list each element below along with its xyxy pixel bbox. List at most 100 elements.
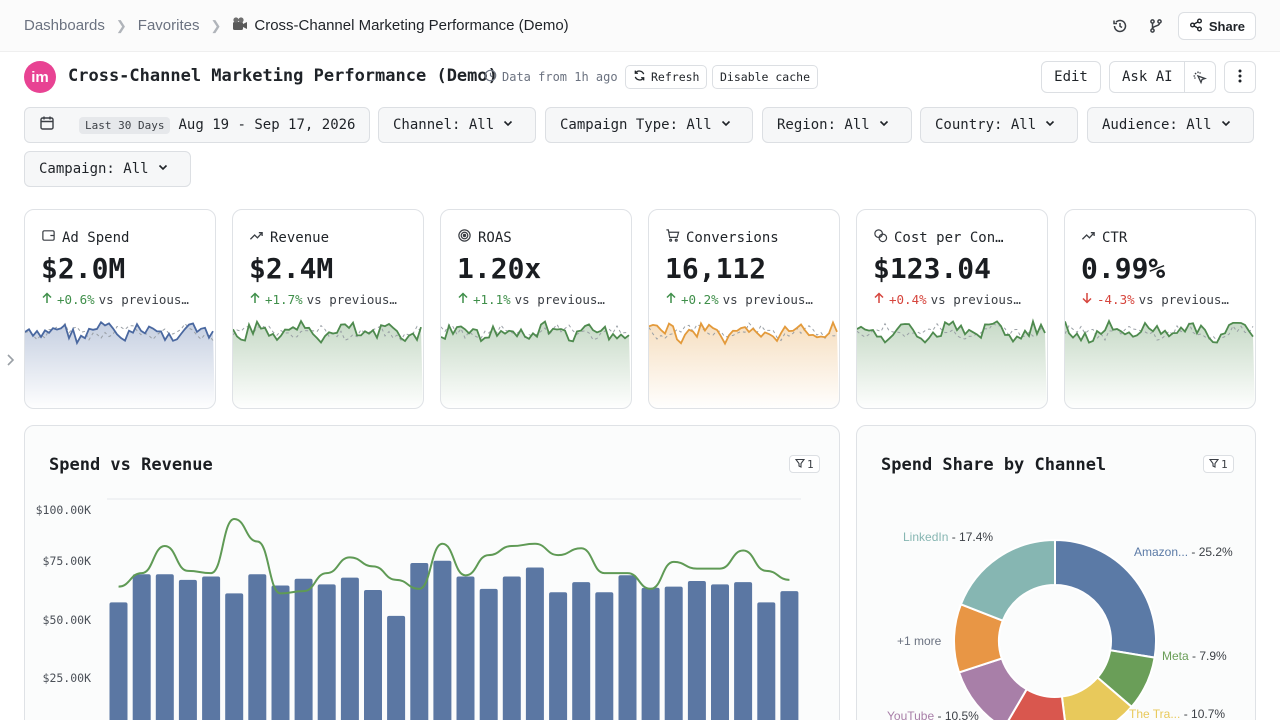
kpi-delta: +1.1% vs previous… xyxy=(457,292,605,307)
kpi-value: 0.99% xyxy=(1081,252,1166,285)
spend-bar xyxy=(202,576,221,720)
spend-bar xyxy=(757,602,776,720)
channel-filter[interactable]: Channel: All xyxy=(378,107,536,143)
region-filter[interactable]: Region: All xyxy=(762,107,912,143)
edit-button[interactable]: Edit xyxy=(1041,61,1101,93)
filter-icon xyxy=(794,458,806,471)
share-icon xyxy=(1189,18,1203,35)
arrow-up-icon xyxy=(249,292,261,307)
kpi-card[interactable]: ROAS 1.20x +1.1% vs previous… xyxy=(440,209,632,409)
kpi-delta: +0.4% vs previous… xyxy=(873,292,1021,307)
region-filter-label: Region: All xyxy=(777,117,870,133)
panel-filter-indicator[interactable]: 1 xyxy=(789,455,820,473)
kpi-value: $123.04 xyxy=(873,252,992,285)
more-options-button[interactable] xyxy=(1224,61,1256,93)
sparkline-area xyxy=(441,321,631,408)
disable-cache-button[interactable]: Disable cache xyxy=(712,65,819,89)
sparkline-previous xyxy=(25,322,214,341)
kpi-card[interactable]: Revenue $2.4M +1.7% vs previous… xyxy=(232,209,424,409)
revenue-line xyxy=(118,518,790,595)
sparkline-line xyxy=(1065,318,1254,344)
more-slices-label[interactable]: +1 more xyxy=(897,634,942,648)
kpi-header: CTR xyxy=(1081,228,1127,247)
panel-filter-indicator[interactable]: 1 xyxy=(1203,455,1234,473)
spend-bar xyxy=(294,578,313,720)
arrow-up-icon xyxy=(873,292,885,307)
sparkline-area xyxy=(25,322,215,408)
kpi-value: $2.0M xyxy=(41,252,126,285)
spend-bar xyxy=(711,584,729,720)
breadcrumb-dashboards[interactable]: Dashboards xyxy=(24,17,105,34)
spend-bar xyxy=(109,602,128,720)
kpi-label: CTR xyxy=(1102,229,1128,246)
campaign-type-filter[interactable]: Campaign Type: All xyxy=(545,107,753,143)
kpi-card[interactable]: Cost per Con… $123.04 +0.4% vs previous… xyxy=(856,209,1048,409)
branch-icon[interactable] xyxy=(1142,12,1170,40)
y-tick-label: $25.00K xyxy=(42,671,91,685)
kpi-delta: +1.7% vs previous… xyxy=(249,292,397,307)
kebab-menu-icon xyxy=(1238,69,1242,86)
kpi-sparkline xyxy=(1065,318,1255,408)
audience-filter[interactable]: Audience: All xyxy=(1087,107,1254,143)
kpi-delta: +0.6% vs previous… xyxy=(41,292,189,307)
ai-cursor-icon[interactable] xyxy=(1192,70,1208,90)
country-filter-label: Country: All xyxy=(935,117,1037,133)
sparkline-previous xyxy=(857,322,1046,340)
spend-bar xyxy=(410,563,429,720)
chevron-down-icon xyxy=(720,117,732,133)
slice-label: LinkedIn - 17.4% xyxy=(903,530,993,544)
donut-slice xyxy=(1054,538,1157,659)
ask-ai-button[interactable]: Ask AI xyxy=(1109,61,1216,93)
spend-bar xyxy=(317,584,336,720)
chevron-down-icon xyxy=(878,117,890,133)
spend-bar xyxy=(687,581,706,720)
panel-title: Spend vs Revenue xyxy=(49,455,213,475)
kpi-comparison-text: vs previous… xyxy=(1138,292,1229,307)
expand-sidebar-icon[interactable] xyxy=(5,352,17,373)
spend-bar xyxy=(364,590,382,720)
spend-vs-revenue-chart xyxy=(107,498,801,720)
chevron-down-icon xyxy=(157,161,169,177)
breadcrumb-favorites[interactable]: Favorites xyxy=(137,17,200,34)
refresh-button[interactable]: Refresh xyxy=(625,65,708,89)
calendar-icon xyxy=(39,115,55,135)
kpi-value: $2.4M xyxy=(249,252,334,285)
campaign-filter[interactable]: Campaign: All xyxy=(24,151,191,187)
spend-vs-revenue-panel: Spend vs Revenue 1 $100.00K $75.00K $50.… xyxy=(24,425,840,720)
page-title: Cross-Channel Marketing Performance (Dem… xyxy=(68,66,498,86)
top-bar: Dashboards ❯ Favorites ❯ Cross-Channel M… xyxy=(0,0,1280,52)
spend-bar xyxy=(456,576,475,720)
sparkline-area xyxy=(649,322,839,408)
filter-count: 1 xyxy=(807,457,814,471)
kpi-card[interactable]: CTR 0.99% -4.3% vs previous… xyxy=(1064,209,1256,409)
spend-share-panel: Spend Share by Channel 1 Amazon... - 25.… xyxy=(856,425,1256,720)
kpi-comparison-text: vs previous… xyxy=(930,292,1021,307)
spend-bar xyxy=(664,586,683,720)
country-filter[interactable]: Country: All xyxy=(920,107,1078,143)
slice-label: Meta - 7.9% xyxy=(1162,649,1227,663)
share-button[interactable]: Share xyxy=(1177,12,1256,40)
history-icon[interactable] xyxy=(1106,12,1134,40)
data-freshness: Data from 1h ago xyxy=(484,69,618,85)
kpi-card[interactable]: Conversions 16,112 +0.2% vs previous… xyxy=(648,209,840,409)
share-label: Share xyxy=(1208,18,1245,34)
kpi-delta-value: +0.6% xyxy=(57,292,95,307)
sparkline-previous xyxy=(1065,322,1254,342)
spend-bar xyxy=(641,587,660,720)
filter-icon xyxy=(1208,458,1220,471)
spend-bar xyxy=(572,582,591,720)
arrow-up-icon xyxy=(41,292,53,307)
chevron-right-icon: ❯ xyxy=(115,17,127,33)
spend-bar xyxy=(248,574,267,720)
kpi-delta-value: +1.7% xyxy=(265,292,303,307)
ask-ai-divider xyxy=(1184,62,1185,92)
kpi-comparison-text: vs previous… xyxy=(98,292,189,307)
kpi-header: ROAS xyxy=(457,228,512,247)
date-range-filter[interactable]: Last 30 Days Aug 19 - Sep 17, 2026 xyxy=(24,107,370,143)
ask-ai-label: Ask AI xyxy=(1122,69,1173,85)
edit-label: Edit xyxy=(1054,69,1088,85)
kpi-label: ROAS xyxy=(478,229,512,246)
sparkline-line xyxy=(441,320,630,343)
kpi-card[interactable]: Ad Spend $2.0M +0.6% vs previous… xyxy=(24,209,216,409)
y-tick-label: $50.00K xyxy=(42,613,91,627)
